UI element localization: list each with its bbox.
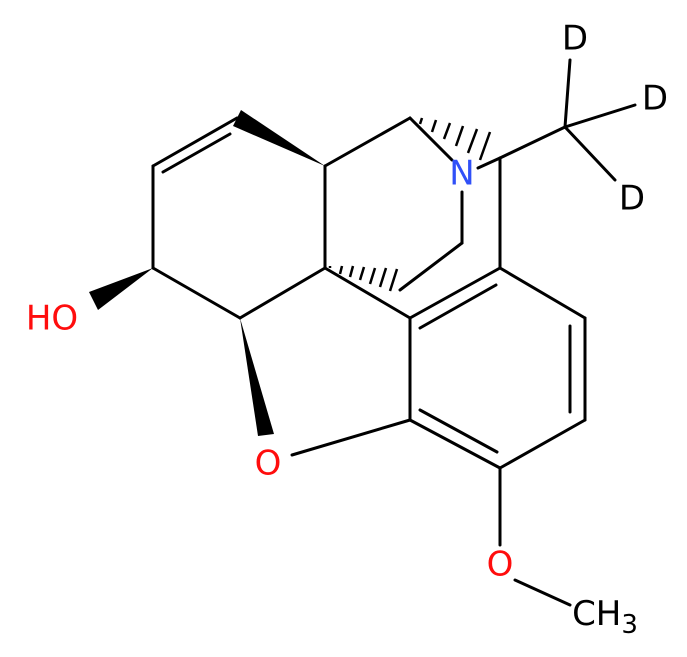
methyl-label: CH3 <box>572 594 638 640</box>
ring-oxygen-label: O <box>255 444 282 484</box>
methyl-text: CH <box>572 594 621 634</box>
deuterium-label: D <box>619 179 645 219</box>
methyl-subscript: 3 <box>621 610 638 640</box>
hydroxyl-label: HO <box>26 299 78 339</box>
nitrogen-label: N <box>449 154 474 194</box>
bonds <box>89 58 637 607</box>
deuterium-label: D <box>562 19 588 59</box>
methoxy-oxygen-label: O <box>487 545 514 585</box>
deuterium-label: D <box>642 79 668 119</box>
atom-labels: D D D N HO O O CH3 <box>26 19 668 640</box>
